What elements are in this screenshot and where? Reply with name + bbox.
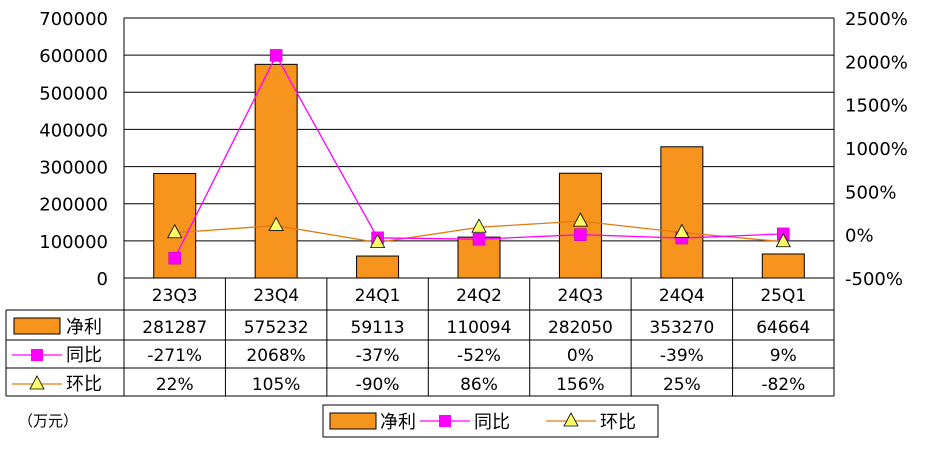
table-cell: 25% (663, 375, 701, 395)
table-cell: 22% (156, 375, 194, 395)
marker-tongbi-23Q3 (168, 251, 181, 265)
table-cell: -271% (147, 346, 202, 366)
bar-series-net-profit (153, 63, 805, 279)
y-left-tick-label: 700000 (39, 9, 108, 30)
table-cell: 2068% (246, 346, 305, 366)
table-category-label: 24Q3 (558, 286, 604, 306)
table-cell: 86% (460, 375, 498, 395)
marker-tongbi-23Q4 (269, 49, 283, 62)
y-right-tick-label: 2500% (845, 9, 908, 30)
bar-23Q4 (254, 63, 298, 279)
table-swatch-bar (13, 317, 61, 335)
table-cell: 0% (567, 346, 594, 366)
table-cell: 282050 (548, 318, 613, 338)
table-category-label: 23Q3 (152, 286, 198, 306)
table-category-label: 25Q1 (760, 286, 806, 306)
y-left-tick-label: 200000 (39, 195, 108, 216)
legend-swatch-bar (329, 412, 377, 430)
marker-tongbi-24Q3 (574, 228, 587, 241)
table-category-label: 23Q4 (253, 286, 299, 306)
table-category-label: 24Q2 (456, 286, 502, 306)
bar-24Q1 (356, 255, 400, 279)
marker-huanbi-23Q4 (268, 216, 284, 231)
table-cell: 105% (252, 375, 301, 395)
table-swatch-triangle-marker (29, 375, 45, 390)
table-cell: 281287 (142, 318, 207, 338)
marker-huanbi-25Q1 (775, 232, 791, 248)
y-left-tick-label: 500000 (39, 83, 108, 104)
table-cell: 353270 (649, 318, 714, 338)
table-cell: 9% (770, 346, 797, 366)
table-cell: 110094 (447, 318, 512, 338)
y-left-tick-label: 300000 (39, 158, 108, 179)
table-cell: 59113 (351, 318, 405, 338)
y-right-tick-label: -500% (845, 269, 903, 290)
marker-huanbi-23Q3 (167, 223, 183, 239)
y-left-tick-label: 400000 (39, 120, 108, 141)
legend-swatch-square-marker (439, 415, 451, 427)
table-cell: 156% (556, 375, 605, 395)
table-cell: -82% (761, 375, 805, 395)
y-left-tick-label: 0 (97, 269, 108, 290)
marker-huanbi-24Q4 (674, 223, 690, 238)
table-swatch-square-marker (31, 349, 43, 361)
table-cell: -90% (356, 375, 400, 395)
line-series (167, 49, 791, 265)
table-cell: 575232 (244, 318, 309, 338)
legend-label: 同比 (474, 412, 510, 433)
y-right-tick-label: 2000% (845, 52, 908, 73)
table-cell: -39% (660, 346, 704, 366)
marker-huanbi-24Q2 (471, 218, 487, 233)
grid-lines (124, 17, 834, 242)
table-cell: 64664 (756, 318, 810, 338)
y-right-tick-label: 1500% (845, 96, 908, 117)
legend: 净利 同比 环比 (322, 404, 659, 438)
legend-box (322, 404, 659, 438)
y-right-tick-label: 0% (845, 226, 874, 247)
y-left-tick-label: 100000 (39, 232, 108, 253)
bar-24Q4 (660, 146, 704, 279)
table-row-label: 净利 (66, 317, 102, 338)
table-category-label: 24Q4 (659, 286, 705, 306)
bar-25Q1 (761, 253, 805, 279)
table-category-label: 24Q1 (355, 286, 401, 306)
y-right-tick-label: 1000% (845, 139, 908, 160)
y-left-tick-label: 600000 (39, 46, 108, 67)
table-row-label: 同比 (66, 345, 102, 366)
table-row-label: 环比 (66, 374, 102, 395)
marker-huanbi-24Q3 (572, 212, 589, 227)
axes: 0 100000 200000 300000 400000 500000 600000 700… (39, 9, 908, 290)
unit-note: （万元） (18, 412, 78, 430)
data-table: 23Q3 23Q4 24Q1 24Q2 24Q3 24Q4 25Q1 净利 281287 5752… (5, 277, 835, 397)
table-cell: -37% (356, 346, 400, 366)
legend-label: 环比 (600, 412, 636, 433)
marker-tongbi-24Q2 (472, 232, 486, 246)
marker-huanbi-24Q1 (369, 233, 386, 248)
legend-label: 净利 (380, 412, 416, 433)
table-cell: -52% (457, 346, 501, 366)
legend-swatch-triangle-marker (563, 412, 579, 427)
y-right-tick-label: 500% (845, 182, 896, 203)
